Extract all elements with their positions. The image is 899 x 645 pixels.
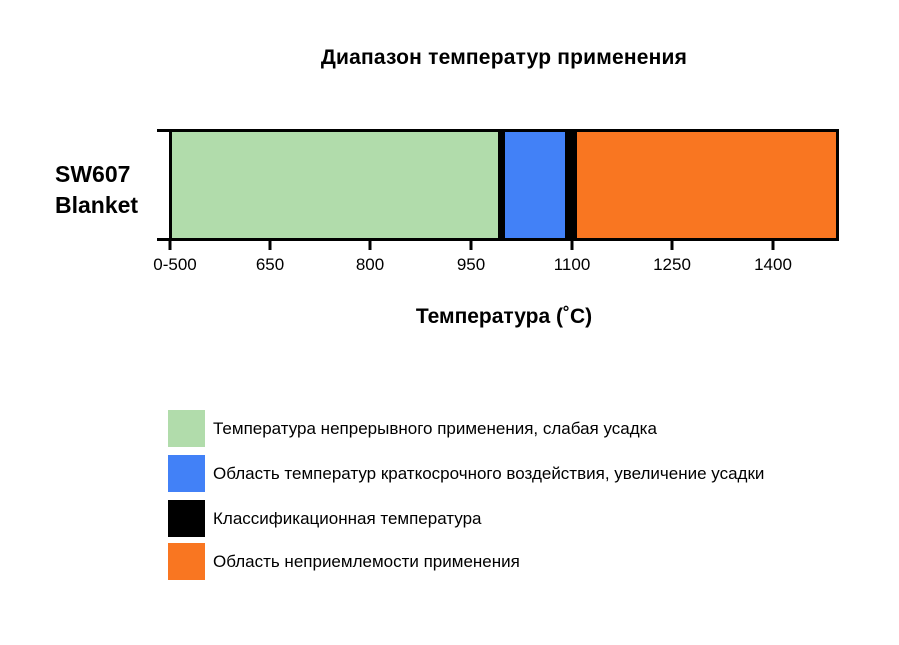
bar-segment-divider: [498, 132, 505, 238]
legend-item-unsuitable-range: Область неприемлемости применения: [168, 543, 520, 580]
legend-swatch-classification-temperature: [168, 500, 205, 537]
bar-segment-unsuitable-range: [577, 132, 836, 238]
category-label-line2: Blanket: [55, 192, 139, 218]
legend-swatch-unsuitable-range: [168, 543, 205, 580]
bar-segment-continuous-use: [172, 132, 498, 238]
legend-label-unsuitable-range: Область неприемлемости применения: [213, 551, 520, 571]
x-axis-tick-label-0: 0-500: [153, 255, 197, 274]
x-axis-tick-label-1: 650: [255, 255, 285, 274]
x-axis-tick-5: [670, 241, 674, 250]
legend-item-short-term-exposure: Область температур краткосрочного воздей…: [168, 455, 764, 492]
legend-item-classification-temperature: Классификационная температура: [168, 500, 482, 537]
x-axis-tick-2: [368, 241, 372, 250]
legend-label-continuous-use: Температура непрерывного применения, сла…: [213, 418, 657, 438]
bar-segment-classification-temperature: [565, 132, 577, 238]
legend-label-short-term-exposure: Область температур краткосрочного воздей…: [213, 463, 765, 483]
legend-swatch-short-term-exposure: [168, 455, 205, 492]
x-axis-tick-6: [771, 241, 775, 250]
x-axis-tick-1: [268, 241, 272, 250]
category-label: SW607 Blanket: [55, 159, 138, 221]
x-axis-tick-label-6: 1400: [754, 255, 792, 274]
x-axis-tick-4: [570, 241, 574, 250]
temperature-range-bar: [169, 129, 839, 241]
x-axis-tick-label-4: 1100: [553, 255, 591, 274]
y-axis-tick-top: [157, 129, 169, 132]
x-axis-tick-label-3: 950: [456, 255, 486, 274]
legend-item-continuous-use: Температура непрерывного применения, сла…: [168, 410, 657, 447]
y-axis-tick-bottom: [157, 238, 169, 241]
legend-swatch-continuous-use: [168, 410, 205, 447]
bar-segment-short-term-exposure: [505, 132, 565, 238]
x-axis-tick-label-2: 800: [355, 255, 385, 274]
x-axis-tick-label-5: 1250: [653, 255, 691, 274]
x-axis-label: Температура (˚C): [415, 305, 593, 328]
legend-label-classification-temperature: Классификационная температура: [213, 508, 482, 528]
category-label-line1: SW607: [55, 161, 131, 187]
x-axis-tick-3: [469, 241, 473, 250]
x-axis-tick-0: [168, 241, 172, 250]
chart-title: Диапазон температур применения: [320, 46, 688, 69]
